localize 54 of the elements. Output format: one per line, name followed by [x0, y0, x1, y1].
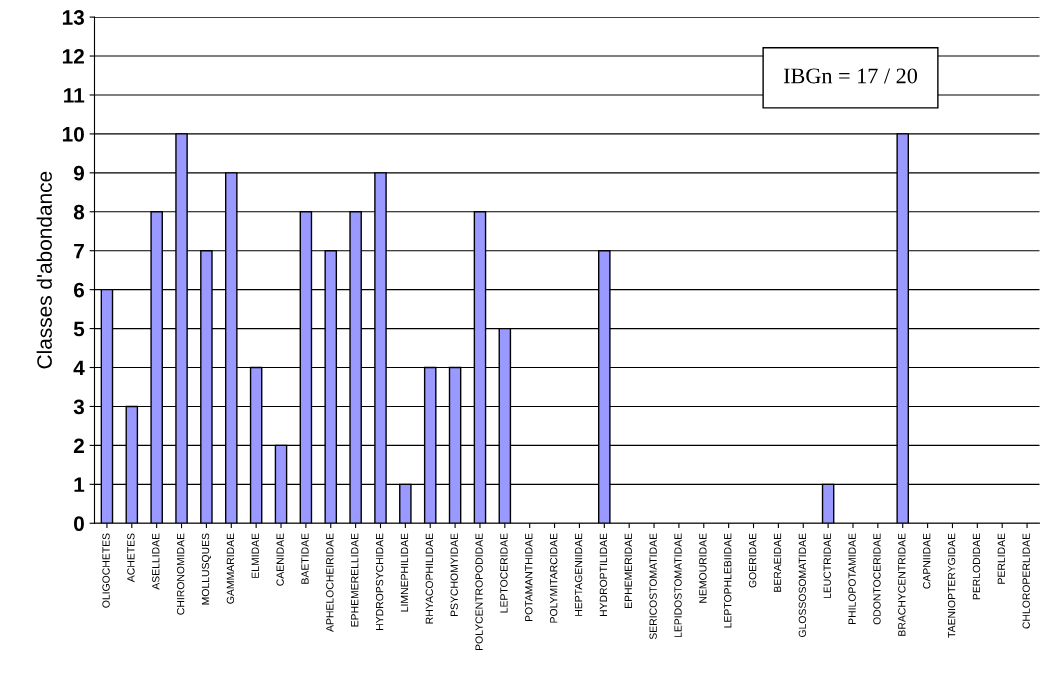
- x-tick-label: POLYMITARCIDAE: [549, 533, 558, 623]
- x-tick-label: BAETIDAE: [301, 533, 309, 584]
- x-tick-label: EPHEMERELLIDAE: [351, 533, 359, 627]
- y-tick-label: 9: [73, 165, 85, 181]
- x-tick-label: ODONTOCERIDAE: [873, 533, 881, 625]
- x-tick-label: POLYCENTROPODIDAE: [475, 533, 483, 651]
- x-tick-label: CHIRONOMIDAE: [176, 533, 185, 615]
- x-tick-label: LIMNEPHILIDAE: [400, 533, 409, 612]
- x-tick-label: LEPIDOSTOMATIDAE: [674, 533, 682, 638]
- x-tick-label: EPHEMERIDAE: [624, 533, 632, 608]
- x-tick-label: GLOSSOSOMATIDAE: [798, 533, 807, 638]
- x-tick-label: CHLOROPERLIDAE: [1022, 533, 1030, 629]
- y-tick-label: 10: [62, 126, 84, 142]
- y-tick-label: 5: [73, 321, 85, 337]
- x-tick-label: LEPTOCERIDAE: [500, 533, 508, 613]
- x-tick-label: NEMOURIDAE: [699, 533, 707, 603]
- x-tick-label: PERLIDAE: [997, 533, 1005, 584]
- x-tick-label: PSYCHOMYIDAE: [450, 533, 458, 617]
- x-tick-label: POTAMANTHIDAE: [525, 533, 533, 622]
- x-tick-label: HEPTAGENIIDAE: [574, 533, 583, 616]
- x-tick-label: PHILOPOTAMIDAE: [848, 533, 856, 624]
- x-tick-label: HYDROPTILIDAE: [599, 533, 608, 617]
- y-tick-label: 12: [62, 49, 84, 64]
- x-tick-label: ASELLIDAE: [152, 533, 160, 590]
- x-tick-label: MOLLUSQUES: [201, 533, 212, 605]
- x-tick-label: OLIGOCHETES: [102, 533, 110, 608]
- x-tick-label: RHYACOPHILIDAE: [425, 533, 434, 624]
- y-tick-label: 0: [74, 516, 84, 532]
- x-tick-label: BERAEIDAE: [773, 533, 782, 592]
- x-tick-label: LEUCTRIDAE: [823, 533, 831, 599]
- x-tick-label: CAPNIIDAE: [923, 533, 931, 589]
- x-tick-label: CAENIDAE: [276, 533, 284, 586]
- y-tick-label: 2: [73, 438, 84, 453]
- annotation: IBGn = 17 / 20: [783, 68, 918, 84]
- y-tick-label: 11: [64, 88, 85, 103]
- y-tick-label: 3: [73, 399, 85, 415]
- x-tick-label: APHELOCHEIRIDAE: [326, 533, 334, 632]
- y-tick-label: 13: [62, 10, 85, 25]
- x-tick-label: GOERIDAE: [748, 533, 757, 588]
- y-tick-label: 8: [73, 204, 85, 220]
- x-tick-label: ELMIDAE: [251, 533, 259, 578]
- x-tick-label: LEPTOPHLEBIIDAE: [724, 533, 732, 628]
- x-tick-label: HYDROPSYCHIDAE: [375, 533, 384, 630]
- x-tick-label: GAMMARIDAE: [226, 533, 235, 604]
- y-tick-label: 7: [74, 243, 84, 259]
- y-tick-label: 4: [73, 360, 85, 376]
- x-tick-label: PERLODIDAE: [972, 533, 981, 600]
- y-tick-label: 6: [73, 282, 85, 298]
- x-tick-label: TAENIOPTERYGIDAE: [947, 533, 956, 638]
- x-tick-label: ACHETES: [127, 533, 135, 583]
- x-tick-label: BRACHYCENTRIDAE: [898, 533, 906, 636]
- x-tick-label: SERICOSTOMATIDAE: [649, 533, 657, 640]
- y-tick-label: 1: [74, 477, 85, 492]
- y-axis-title: Classes d'abondance: [36, 171, 52, 369]
